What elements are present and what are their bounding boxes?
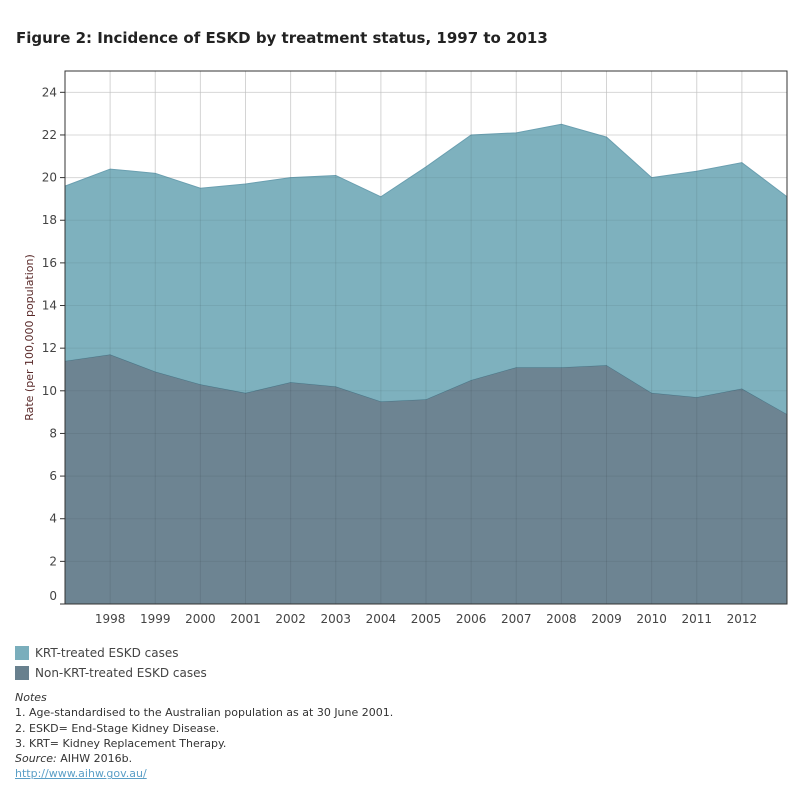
- source-label: Source:: [15, 752, 57, 766]
- x-tick-label: 2009: [591, 612, 622, 626]
- x-tick-label: 2006: [456, 612, 487, 626]
- x-tick-label: 2000: [185, 612, 216, 626]
- x-tick-label: 2001: [230, 612, 261, 626]
- x-tick-label: 2010: [636, 612, 667, 626]
- notes: Notes 1. Age-standardised to the Austral…: [15, 690, 393, 782]
- legend-item-krt[interactable]: KRT-treated ESKD cases: [15, 643, 207, 663]
- note-line: 3. KRT= Kidney Replacement Therapy.: [15, 736, 227, 750]
- y-tick-label: 4: [49, 512, 57, 526]
- legend-label: KRT-treated ESKD cases: [35, 646, 179, 660]
- area-krt: [65, 124, 787, 415]
- legend: KRT-treated ESKD cases Non-KRT-treated E…: [15, 643, 207, 683]
- y-tick-label: 22: [42, 128, 57, 142]
- legend-swatch: [15, 666, 29, 680]
- y-tick-label: 6: [49, 469, 57, 483]
- x-tick-label: 2003: [320, 612, 351, 626]
- series-line: [64, 123, 788, 198]
- x-tick-label: 1998: [95, 612, 126, 626]
- y-tick-label: 2: [49, 554, 57, 568]
- legend-label: Non-KRT-treated ESKD cases: [35, 666, 207, 680]
- y-tick-label: 12: [42, 341, 57, 355]
- source-link[interactable]: http://www.aihw.gov.au/: [15, 767, 147, 781]
- area-non-krt: [65, 354, 787, 604]
- legend-swatch: [15, 646, 29, 660]
- x-tick-label: 1999: [140, 612, 171, 626]
- y-tick-label: 18: [42, 213, 57, 227]
- y-tick-label: 0: [49, 589, 57, 603]
- note-line: 2. ESKD= End-Stage Kidney Disease.: [15, 721, 220, 735]
- x-tick-label: 2011: [681, 612, 712, 626]
- x-tick-label: 2012: [727, 612, 758, 626]
- x-tick-label: 2002: [275, 612, 306, 626]
- x-tick-label: 2007: [501, 612, 532, 626]
- y-tick-label: 16: [42, 256, 57, 270]
- legend-item-non-krt[interactable]: Non-KRT-treated ESKD cases: [15, 663, 207, 683]
- y-axis-label: Rate (per 100,000 population): [23, 254, 36, 421]
- y-tick-label: 8: [49, 426, 57, 440]
- plot-frame: [64, 70, 788, 605]
- x-tick-label: 2004: [366, 612, 397, 626]
- notes-heading: Notes: [15, 691, 47, 704]
- note-line: 1. Age-standardised to the Australian po…: [15, 706, 394, 720]
- y-tick-label: 24: [42, 85, 57, 99]
- x-tick-label: 2008: [546, 612, 577, 626]
- x-tick-label: 2005: [411, 612, 442, 626]
- source-text: AIHW 2016b.: [60, 752, 133, 766]
- y-tick-label: 14: [42, 299, 57, 313]
- y-tick-label: 20: [42, 171, 57, 185]
- y-tick-label: 10: [42, 384, 57, 398]
- chart-title: Figure 2: Incidence of ESKD by treatment…: [16, 29, 548, 47]
